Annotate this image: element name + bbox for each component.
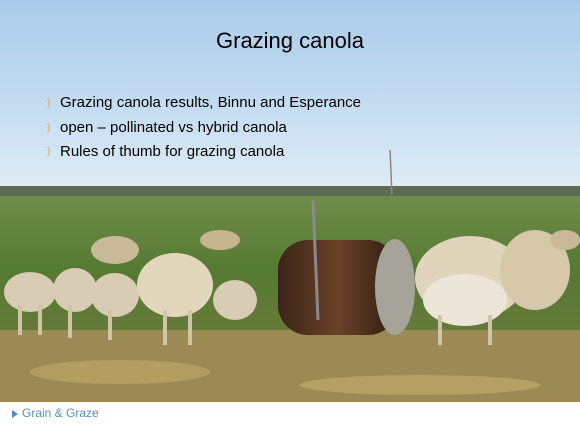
horizon [0,186,580,196]
dirt [300,375,540,395]
slide: Grazing canola ) Grazing canola results,… [0,0,580,429]
bullet-marker: ) [47,123,50,134]
bullet-text: Grazing canola results, Binnu and Espera… [60,94,361,111]
slide-title: Grazing canola [216,28,365,53]
bullet-text: open – pollinated vs hybrid canola [60,119,287,136]
bullet-text: Rules of thumb for grazing canola [60,143,285,160]
bullet-marker: ) [47,98,50,109]
dirt [30,360,210,384]
drum-end [375,239,415,335]
logo-text: Grain & Graze [22,406,99,420]
bullet-marker: ) [47,147,50,158]
